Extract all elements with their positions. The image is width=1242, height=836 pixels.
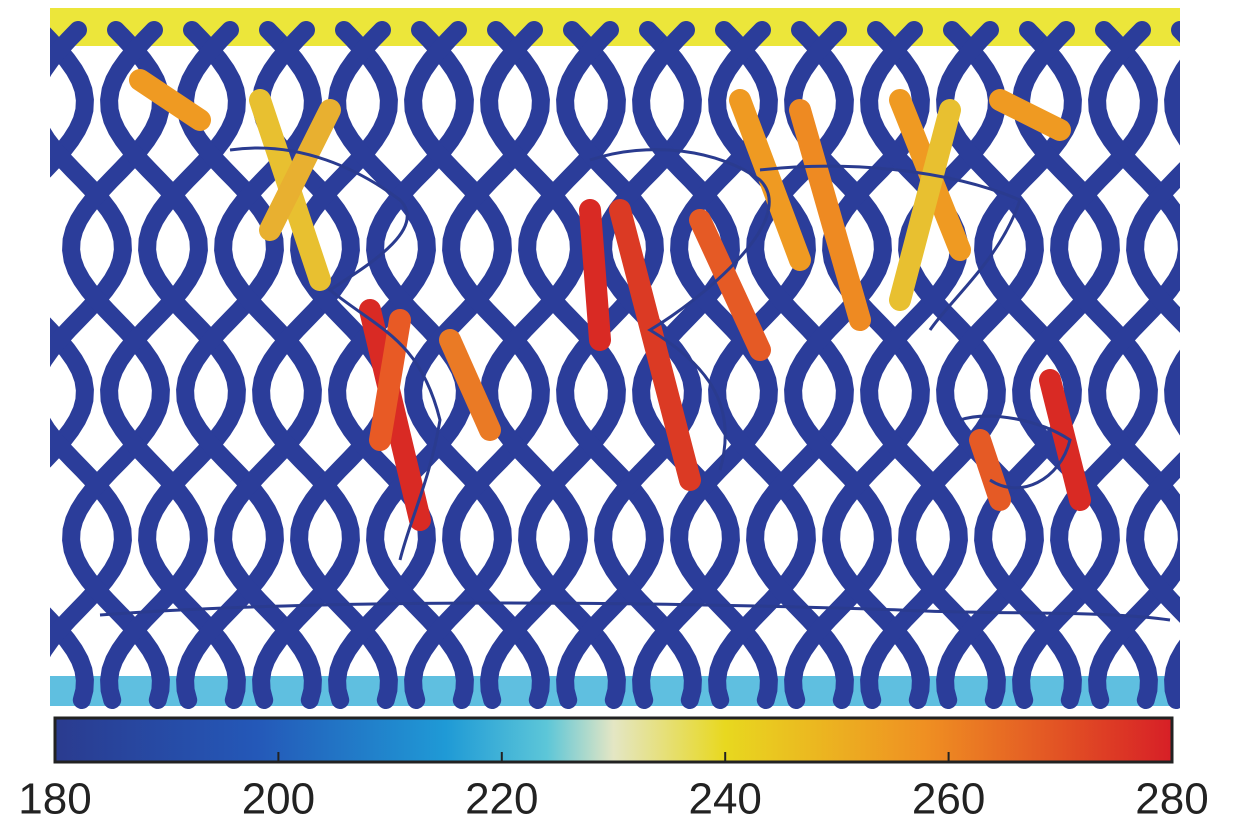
colorbar [53,716,1174,764]
coastline [759,164,1022,331]
track [138,21,246,709]
coastline [229,146,442,561]
coastlines [99,146,1171,622]
warm-track-segment [1039,369,1091,511]
warm-track-segment [259,99,341,241]
warm-track-segment [729,89,811,271]
warm-track-segment [969,429,1011,511]
satellite-tracks [50,8,1180,709]
coastline [589,148,771,471]
track [62,21,170,709]
colorbar-ticks: 180 200 220 240 260 280 [18,752,1209,824]
warm-track-segment [989,89,1071,141]
colorbar-tick-label: 240 [688,775,761,824]
colorbar-tick-label: 180 [18,775,91,824]
warm-track-segment [129,69,211,131]
track [974,21,1082,709]
track [50,27,94,709]
warm-track-segment [889,99,961,311]
colorbar-tick-label: 280 [1135,775,1208,824]
track [746,21,854,709]
track [1050,21,1158,709]
track [214,21,322,709]
track [1164,59,1180,709]
track [442,21,550,709]
colorbar-tick-label: 260 [912,775,985,824]
warm-track-segment [789,99,871,331]
colorbar-tick-label: 200 [242,775,315,824]
warm-track-segment [689,209,771,361]
track [594,21,702,709]
track [1126,21,1180,623]
colorbar-tick-label: 220 [465,775,538,824]
warm-track-segment [609,199,701,491]
warm-track-segment [579,199,611,351]
warm-track-segment [439,329,501,441]
coastline [99,601,1171,622]
track [518,21,626,709]
track [898,21,1006,709]
coastline [959,414,1072,490]
